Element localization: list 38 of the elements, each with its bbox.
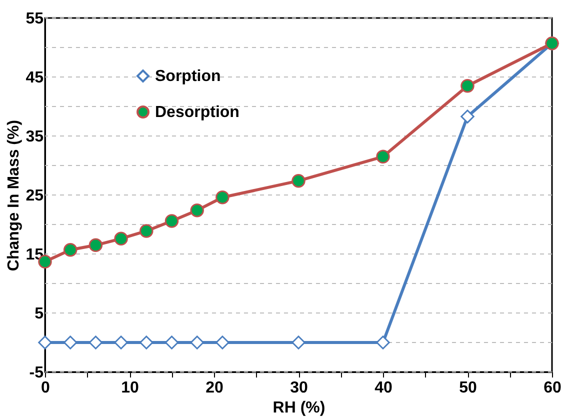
point <box>114 336 128 350</box>
x-axis-title: RH (%) <box>272 400 326 416</box>
y-tick-label: 35 <box>26 128 44 146</box>
point <box>164 336 179 350</box>
y-tick-label: -5 <box>29 364 44 382</box>
point <box>88 336 103 350</box>
x-tick-label: 10 <box>121 380 139 396</box>
y-axis-title: Change In Mass (%) <box>6 120 23 272</box>
x-tick-label: 60 <box>544 380 562 396</box>
point <box>63 336 78 350</box>
x-tick-label: 20 <box>206 380 224 396</box>
point <box>190 203 204 218</box>
point <box>63 243 78 257</box>
y-tick-label: 25 <box>26 188 44 204</box>
y-tick-label: 45 <box>26 70 44 86</box>
point <box>216 190 230 204</box>
point <box>164 214 179 228</box>
point <box>460 110 474 124</box>
x-tick-label: 0 <box>41 380 50 396</box>
y-tick-label: 5 <box>34 306 44 322</box>
legend-label: Desorption <box>155 104 240 121</box>
x-tick-label: 40 <box>374 380 392 396</box>
point <box>38 336 52 350</box>
point <box>376 336 390 350</box>
point <box>88 238 103 252</box>
point <box>216 336 230 350</box>
point <box>292 336 306 350</box>
point <box>140 336 154 350</box>
x-tick-label: 30 <box>290 380 308 396</box>
point <box>460 78 474 93</box>
point <box>114 232 128 246</box>
point <box>190 336 204 350</box>
x-tick-label: 50 <box>459 380 477 396</box>
point <box>140 224 154 238</box>
y-tick-label: 55 <box>26 10 44 28</box>
point <box>292 174 306 188</box>
legend-label: Sorption <box>155 68 221 85</box>
point <box>376 150 390 164</box>
